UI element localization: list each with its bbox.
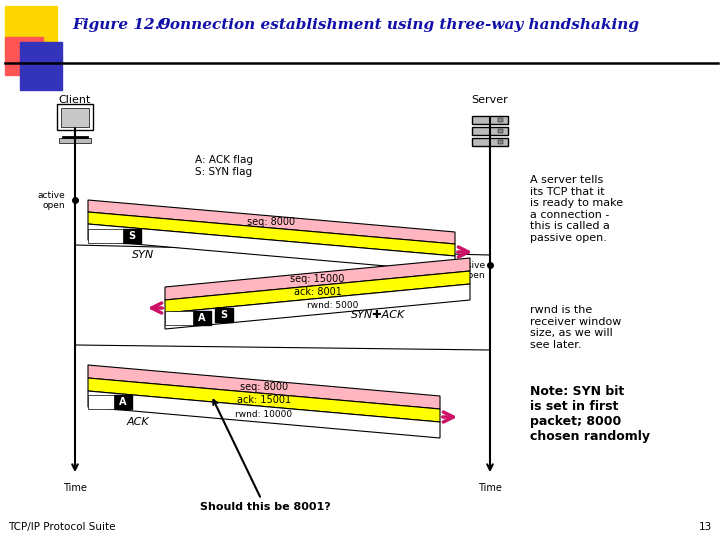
FancyBboxPatch shape bbox=[114, 395, 132, 409]
Text: Client: Client bbox=[59, 95, 91, 105]
Text: ACK: ACK bbox=[127, 417, 149, 427]
Text: rwnd is the
receiver window
size, as we will
see later.: rwnd is the receiver window size, as we … bbox=[530, 305, 621, 350]
FancyBboxPatch shape bbox=[88, 229, 123, 243]
Text: Should this be 8001?: Should this be 8001? bbox=[199, 400, 330, 512]
Text: S: S bbox=[128, 231, 135, 241]
Text: ack: 8001: ack: 8001 bbox=[294, 287, 341, 297]
Polygon shape bbox=[165, 271, 470, 313]
Bar bbox=[498, 140, 503, 144]
Bar bbox=[472, 138, 508, 146]
FancyBboxPatch shape bbox=[123, 229, 141, 243]
FancyBboxPatch shape bbox=[215, 308, 233, 322]
Bar bbox=[472, 127, 508, 135]
Bar bbox=[61, 108, 89, 127]
Text: ack: 15001: ack: 15001 bbox=[237, 395, 291, 405]
Text: passive: passive bbox=[451, 260, 485, 269]
Text: rwnd: 10000: rwnd: 10000 bbox=[235, 410, 292, 419]
Polygon shape bbox=[165, 258, 470, 300]
FancyBboxPatch shape bbox=[165, 310, 193, 325]
Text: SYN✚ACK: SYN✚ACK bbox=[351, 310, 405, 320]
Text: active: active bbox=[37, 191, 65, 199]
FancyBboxPatch shape bbox=[193, 310, 210, 325]
Text: Figure 12.9: Figure 12.9 bbox=[72, 18, 171, 32]
Text: seq: 8000: seq: 8000 bbox=[248, 217, 296, 227]
Text: A server tells
its TCP that it
is ready to make
a connection -
this is called a
: A server tells its TCP that it is ready … bbox=[530, 175, 623, 243]
Polygon shape bbox=[88, 378, 440, 422]
Bar bbox=[20, 42, 62, 90]
Text: open: open bbox=[462, 271, 485, 280]
Text: 13: 13 bbox=[698, 522, 712, 532]
Text: TCP/IP Protocol Suite: TCP/IP Protocol Suite bbox=[8, 522, 115, 532]
Bar bbox=[57, 104, 93, 130]
Text: seq: 15000: seq: 15000 bbox=[290, 274, 345, 284]
Polygon shape bbox=[88, 224, 455, 272]
Text: A: ACK flag
S: SYN flag: A: ACK flag S: SYN flag bbox=[195, 155, 253, 177]
Text: A: A bbox=[198, 313, 205, 322]
Text: S: S bbox=[220, 310, 228, 320]
Polygon shape bbox=[88, 365, 440, 409]
Text: A: A bbox=[120, 397, 127, 407]
Bar bbox=[59, 138, 91, 143]
Text: Time: Time bbox=[63, 483, 87, 493]
Polygon shape bbox=[165, 284, 470, 329]
Text: open: open bbox=[42, 200, 65, 210]
Text: SYN: SYN bbox=[132, 250, 154, 260]
Bar bbox=[472, 116, 508, 124]
Polygon shape bbox=[88, 391, 440, 438]
Text: Server: Server bbox=[472, 95, 508, 105]
Bar bbox=[498, 118, 503, 122]
Polygon shape bbox=[88, 212, 455, 256]
Bar bbox=[498, 129, 503, 133]
FancyBboxPatch shape bbox=[88, 395, 114, 409]
Bar bbox=[5, 37, 43, 75]
Text: seq: 8000: seq: 8000 bbox=[240, 382, 288, 392]
Bar bbox=[5, 6, 57, 58]
Text: Connection establishment using three-way handshaking: Connection establishment using three-way… bbox=[142, 18, 639, 32]
Polygon shape bbox=[88, 200, 455, 244]
Text: rwnd: 5000: rwnd: 5000 bbox=[307, 301, 359, 309]
Text: Time: Time bbox=[478, 483, 502, 493]
Text: Note: SYN bit
is set in first
packet; 8000
chosen randomly: Note: SYN bit is set in first packet; 80… bbox=[530, 385, 650, 443]
